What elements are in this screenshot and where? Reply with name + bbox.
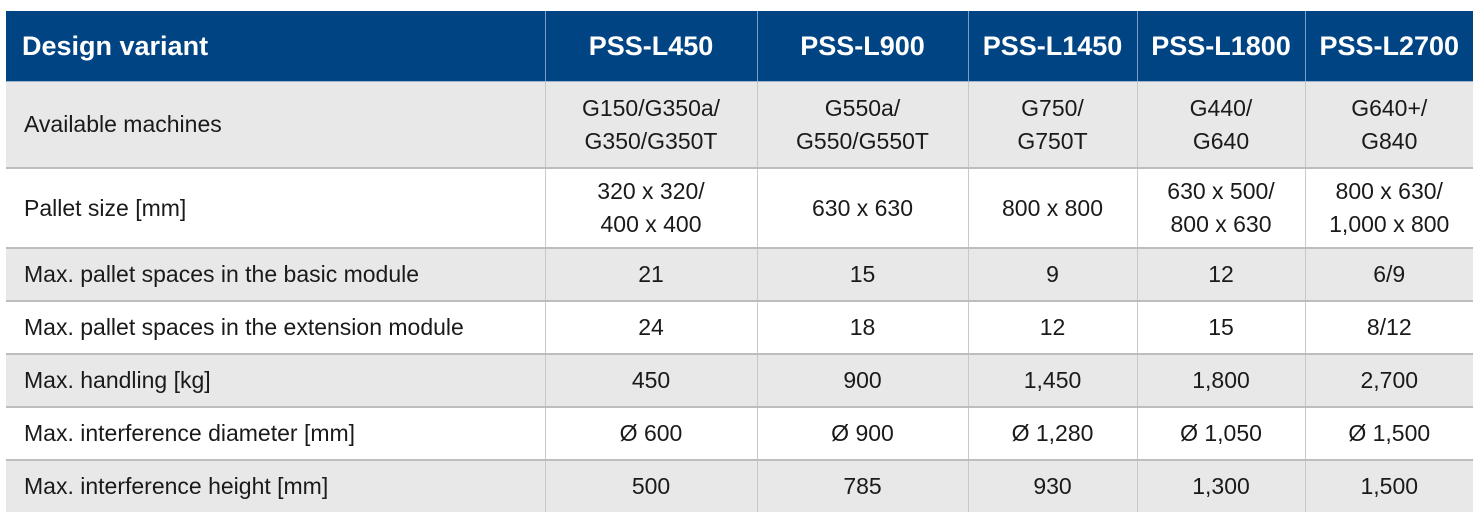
table-cell: 800 x 800 <box>967 168 1137 249</box>
header-variant: PSS-L1450 <box>967 11 1137 82</box>
table-cell: 1,800 <box>1136 354 1305 408</box>
row-label: Available machines <box>6 81 545 169</box>
header-variant: PSS-L450 <box>544 11 757 82</box>
table-cell: 2,700 <box>1304 354 1473 408</box>
table-cell: 9 <box>967 248 1137 302</box>
table-cell: 500 <box>544 460 757 512</box>
table-row: Max. pallet spaces in the basic module 2… <box>6 248 1473 302</box>
header-variant: PSS-L1800 <box>1136 11 1305 82</box>
table-cell: 930 <box>967 460 1137 512</box>
table-cell: 15 <box>756 248 968 302</box>
table-header: Design variant PSS-L450 PSS-L900 PSS-L14… <box>6 11 1473 82</box>
table-cell: G550a/G550/G550T <box>756 81 968 169</box>
table-row: Max. interference diameter [mm] Ø 600 Ø … <box>6 407 1473 461</box>
table-cell: 15 <box>1136 301 1305 355</box>
table-cell: 12 <box>967 301 1137 355</box>
table-cell: 24 <box>544 301 757 355</box>
table-cell: 12 <box>1136 248 1305 302</box>
table-cell: 630 x 500/800 x 630 <box>1136 168 1305 249</box>
table-cell: G150/G350a/G350/G350T <box>544 81 757 169</box>
table-cell: Ø 900 <box>756 407 968 461</box>
table-cell: Ø 1,280 <box>967 407 1137 461</box>
table-cell: 450 <box>544 354 757 408</box>
header-row: Design variant PSS-L450 PSS-L900 PSS-L14… <box>6 11 1473 82</box>
table-cell: 900 <box>756 354 968 408</box>
table-row: Max. pallet spaces in the extension modu… <box>6 301 1473 355</box>
table-row: Pallet size [mm] 320 x 320/400 x 400 630… <box>6 168 1473 249</box>
header-design-variant: Design variant <box>6 11 545 82</box>
table-cell: G440/G640 <box>1136 81 1305 169</box>
table-body: Available machines G150/G350a/G350/G350T… <box>6 81 1473 512</box>
table-cell: 800 x 630/1,000 x 800 <box>1304 168 1473 249</box>
table-cell: 785 <box>756 460 968 512</box>
row-label: Max. handling [kg] <box>6 354 545 408</box>
table-cell: 21 <box>544 248 757 302</box>
table-cell: 1,500 <box>1304 460 1473 512</box>
table-row: Max. handling [kg] 450 900 1,450 1,800 2… <box>6 354 1473 408</box>
table-cell: Ø 1,050 <box>1136 407 1305 461</box>
table-cell: Ø 1,500 <box>1304 407 1473 461</box>
table-cell: G750/G750T <box>967 81 1137 169</box>
table-row: Max. interference height [mm] 500 785 93… <box>6 460 1473 512</box>
row-label: Max. pallet spaces in the extension modu… <box>6 301 545 355</box>
table-row: Available machines G150/G350a/G350/G350T… <box>6 81 1473 169</box>
row-label: Pallet size [mm] <box>6 168 545 249</box>
header-variant: PSS-L900 <box>756 11 968 82</box>
row-label: Max. interference height [mm] <box>6 460 545 512</box>
table-cell: 6/9 <box>1304 248 1473 302</box>
table-cell: 1,300 <box>1136 460 1305 512</box>
row-label: Max. interference diameter [mm] <box>6 407 545 461</box>
table-cell: 320 x 320/400 x 400 <box>544 168 757 249</box>
table-cell: 630 x 630 <box>756 168 968 249</box>
row-label: Max. pallet spaces in the basic module <box>6 248 545 302</box>
table-cell: 18 <box>756 301 968 355</box>
table-cell: G640+/G840 <box>1304 81 1473 169</box>
header-variant: PSS-L2700 <box>1304 11 1473 82</box>
table-cell: Ø 600 <box>544 407 757 461</box>
table-cell: 8/12 <box>1304 301 1473 355</box>
spec-table: Design variant PSS-L450 PSS-L900 PSS-L14… <box>6 11 1473 512</box>
table-cell: 1,450 <box>967 354 1137 408</box>
